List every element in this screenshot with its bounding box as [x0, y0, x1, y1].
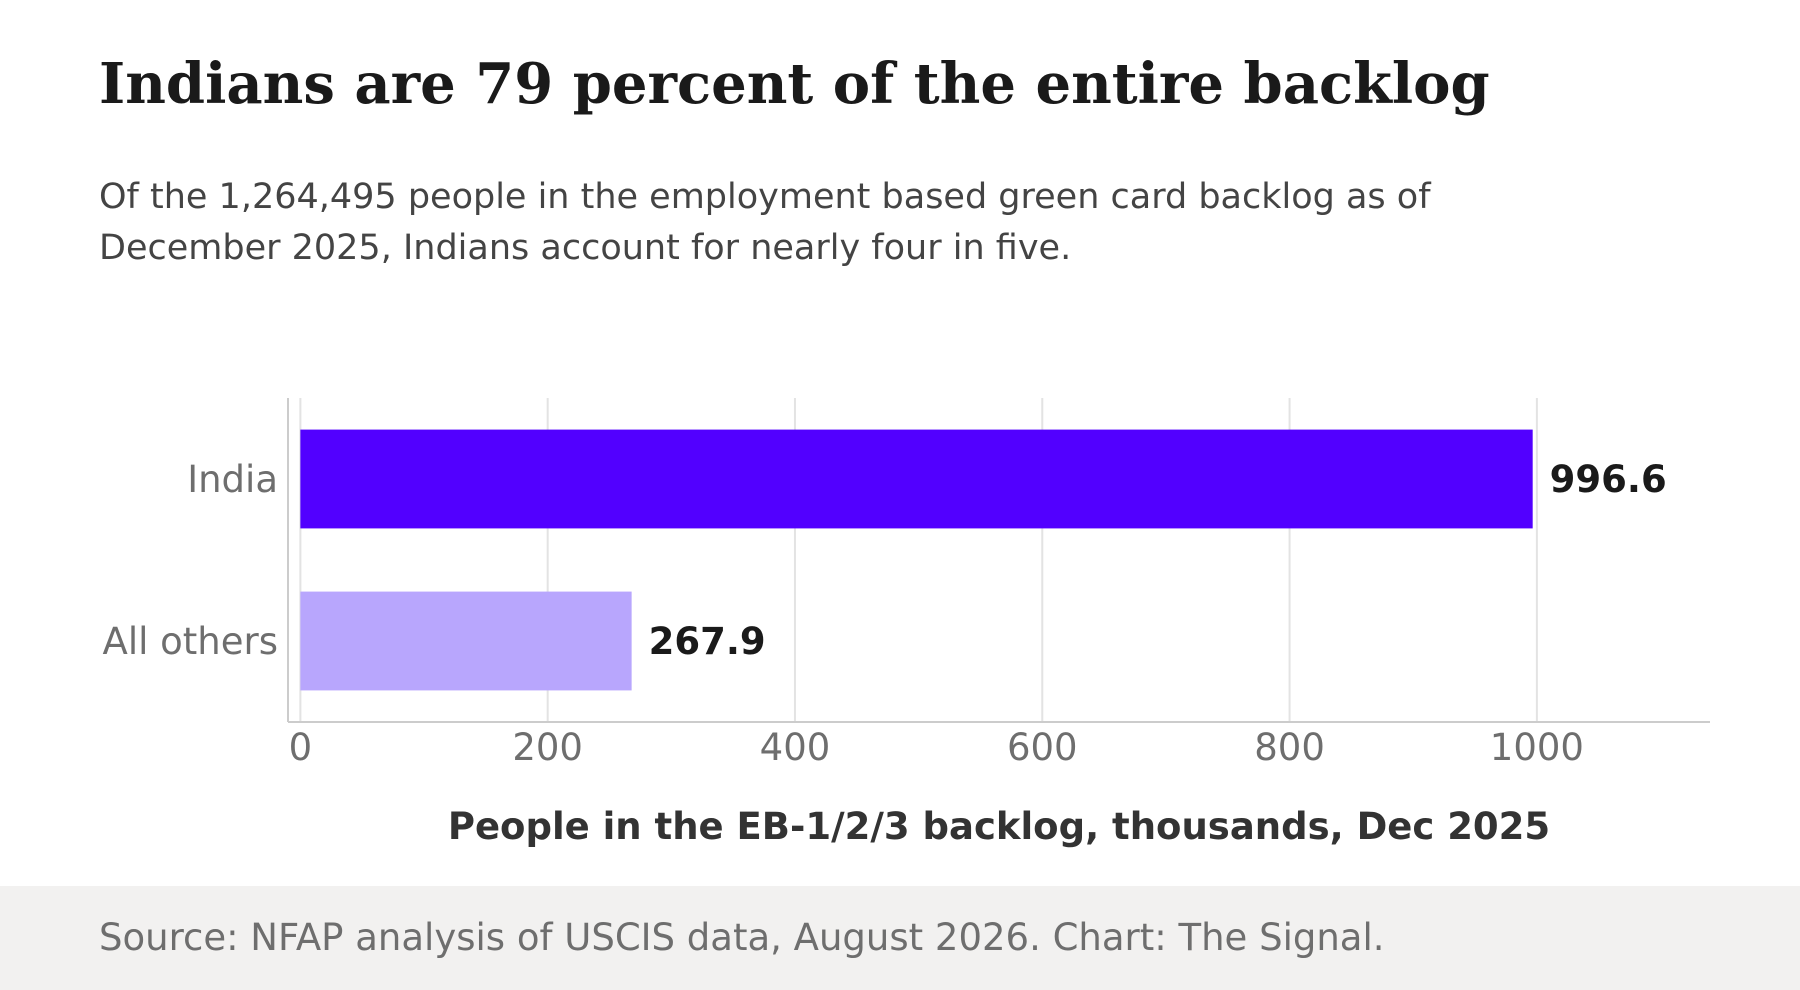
category-label: All others [103, 620, 278, 663]
bar-chart: 0 200 400 600 800 1000 India All others 996.6 2… [103, 398, 1710, 848]
bar-india [300, 429, 1533, 529]
footer: Source: NFAP analysis of USCIS data, Aug… [0, 886, 1800, 990]
x-tick-labels: 0 200 400 600 800 1000 [289, 726, 1584, 769]
x-tick-label: 800 [1254, 726, 1325, 769]
bars [300, 429, 1533, 691]
data-label: 267.9 [649, 620, 766, 663]
data-labels: 996.6 267.9 [649, 458, 1667, 663]
x-axis-title: People in the EB-1/2/3 backlog, thousand… [448, 805, 1550, 848]
data-label: 996.6 [1550, 458, 1667, 501]
bar-all-others [300, 591, 632, 691]
chart-title: Indians are 79 percent of the entire bac… [99, 51, 1490, 117]
x-tick-label: 0 [289, 726, 313, 769]
x-tick-label: 600 [1007, 726, 1078, 769]
source-note: Source: NFAP analysis of USCIS data, Aug… [99, 916, 1385, 959]
x-tick-label: 400 [760, 726, 831, 769]
category-labels: India All others [103, 458, 278, 663]
x-tick-label: 200 [512, 726, 583, 769]
x-tick-label: 1000 [1490, 726, 1584, 769]
category-label: India [187, 458, 278, 501]
chart-subtitle: Of the 1,264,495 people in the employmen… [99, 177, 1431, 268]
